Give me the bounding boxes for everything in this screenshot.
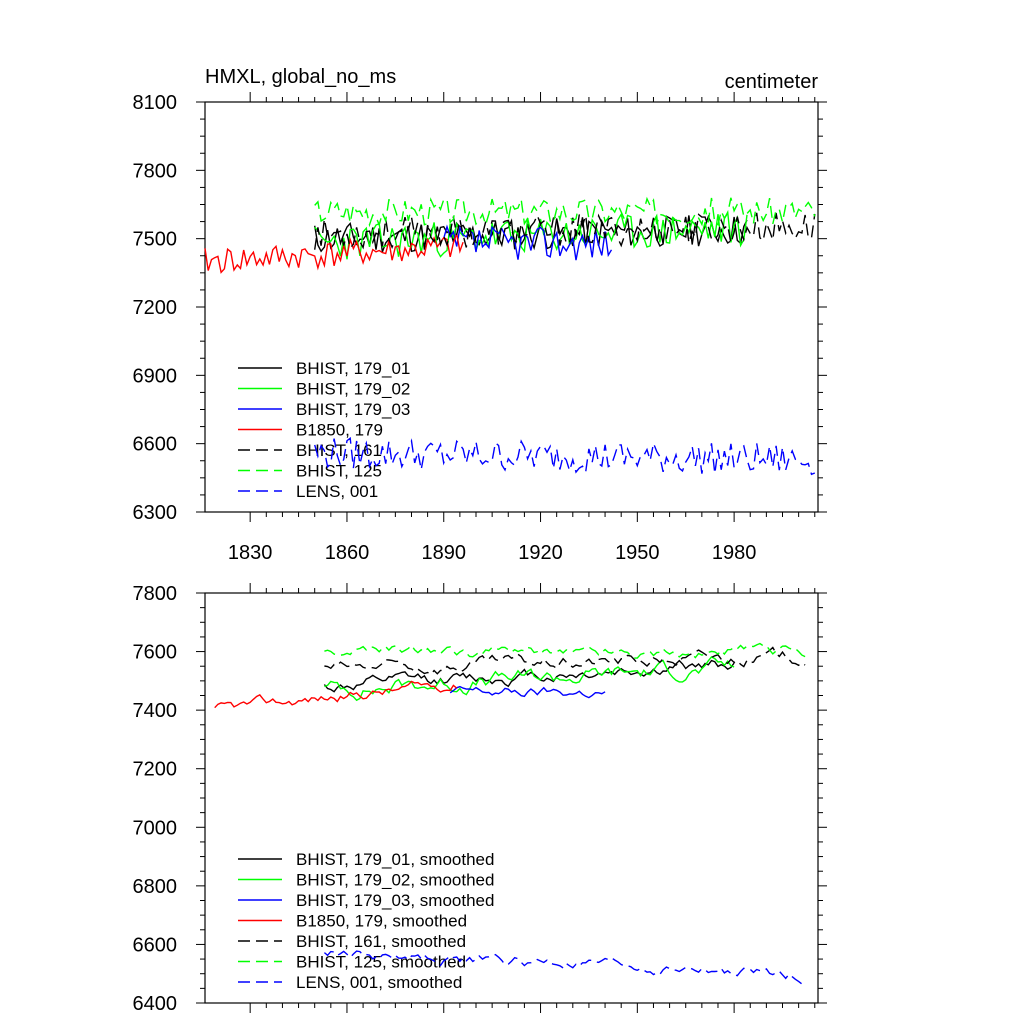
y-tick-label: 7500 (133, 229, 178, 251)
series-line-6 (323, 950, 806, 985)
series-line-5 (314, 196, 816, 228)
series-line-6 (314, 436, 816, 476)
panel1-title-right: centimeter (725, 71, 819, 93)
y-tick-label: 7200 (133, 297, 178, 319)
x-tick-label: 1950 (615, 542, 660, 564)
legend-label: LENS, 001, smoothed (296, 973, 462, 992)
y-tick-label: 6800 (133, 876, 178, 898)
legend-label: B1850, 179, smoothed (296, 912, 467, 931)
series-line-2 (443, 224, 613, 261)
y-tick-label: 7400 (133, 700, 178, 722)
y-tick-label: 7800 (133, 583, 178, 605)
series-line-4 (314, 212, 816, 250)
legend-label: BHIST, 161 (296, 441, 382, 460)
x-tick-label: 1890 (421, 542, 466, 564)
y-tick-label: 7000 (133, 817, 178, 839)
legend-label: BHIST, 179_02, smoothed (296, 871, 494, 890)
y-tick-label: 6400 (133, 993, 178, 1015)
panel-smoothed: 6400 6600 6800 7000 7200 7400 7600 7800 BHIST, 1… (133, 583, 827, 1015)
legend-label: LENS, 001 (296, 482, 378, 501)
y-tick-label: 8100 (133, 92, 178, 114)
y-tick-label: 6300 (133, 502, 178, 524)
series-line-4 (324, 646, 806, 676)
series-line-0 (323, 659, 735, 693)
panel1-title-left: HMXL, global_no_ms (205, 66, 396, 88)
series-line-2 (449, 685, 606, 699)
legend-label: BHIST, 179_01, smoothed (296, 850, 494, 869)
legend-label: BHIST, 179_03 (296, 400, 410, 419)
y-tick-label: 6600 (133, 934, 178, 956)
legend-label: BHIST, 161, smoothed (296, 932, 466, 951)
x-tick-label: 1830 (228, 542, 273, 564)
series-line-0 (314, 214, 748, 253)
y-tick-label: 6600 (133, 434, 178, 456)
series-line-1 (314, 209, 748, 260)
y-tick-label: 7800 (133, 160, 178, 182)
y-tick-label: 6900 (133, 365, 178, 387)
panel-raw: 6300 6600 6900 7200 7500 7800 8100 1830 1860 1890… (133, 92, 827, 564)
series-line-3 (204, 231, 464, 274)
x-tick-label: 1860 (325, 542, 370, 564)
legend-label: BHIST, 179_02 (296, 380, 410, 399)
x-tick-label: 1920 (518, 542, 563, 564)
series-line-5 (324, 642, 806, 659)
legend-label: BHIST, 125, smoothed (296, 953, 466, 972)
y-tick-label: 7200 (133, 759, 178, 781)
legend-label: BHIST, 179_03, smoothed (296, 891, 494, 910)
x-tick-label: 1980 (712, 542, 757, 564)
legend-label: BHIST, 125 (296, 462, 382, 481)
legend-label: BHIST, 179_01 (296, 359, 410, 378)
series-line-3 (214, 680, 458, 709)
y-tick-label: 7600 (133, 642, 178, 664)
series-line-1 (324, 656, 735, 702)
legend-label: B1850, 179 (296, 421, 383, 440)
